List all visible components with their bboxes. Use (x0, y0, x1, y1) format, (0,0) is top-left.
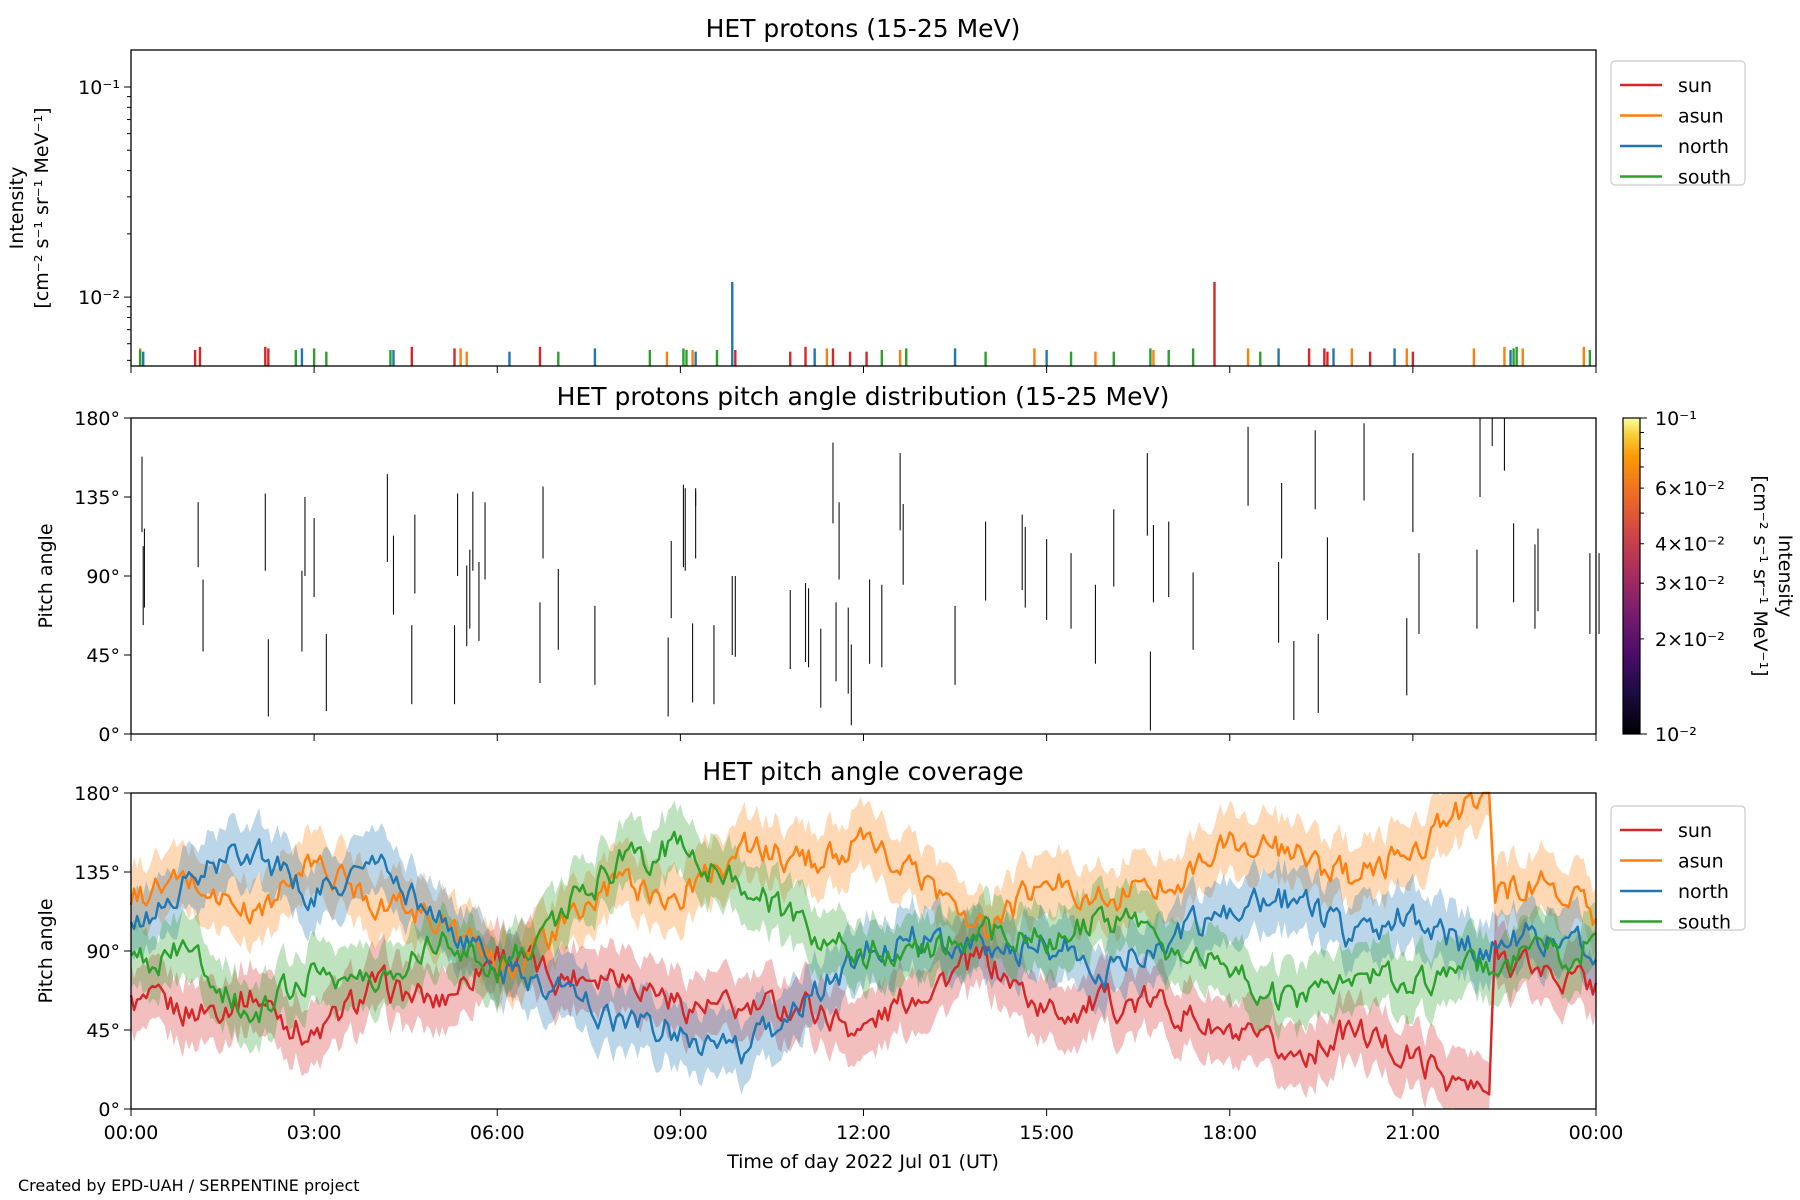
intensity-plot: 10⁻² 10⁻¹ (78, 77, 1597, 373)
y-tick-label: 45° (86, 645, 120, 667)
colorbar-ticks: 10⁻¹ 6×10⁻² 4×10⁻² 3×10⁻² 2×10⁻² 10⁻² (1640, 408, 1725, 746)
south-legend-label: south (1678, 912, 1731, 934)
y-tick-label: 135° (74, 487, 120, 509)
x-tick-label: 18:00 (1202, 1122, 1257, 1144)
south-line (130, 830, 1597, 1024)
south-legend-label: south (1678, 167, 1731, 189)
y-tick-label: 180° (74, 408, 120, 430)
panel2-title: HET protons pitch angle distribution (15… (557, 382, 1170, 411)
x-tick-label: 09:00 (653, 1122, 708, 1144)
pad-plot-frame (130, 417, 1597, 735)
legend-box (1610, 805, 1746, 931)
credit-text: Created by EPD-UAH / SERPENTINE project (18, 1176, 360, 1195)
x-tick-label: 15:00 (1019, 1122, 1074, 1144)
sun-line (129, 940, 1598, 1096)
colorbar-unit: [cm⁻² s⁻¹ sr⁻¹ MeV⁻¹] (1749, 475, 1771, 676)
y-tick-label: 90° (86, 941, 120, 963)
x-tick-label: 06:00 (470, 1122, 525, 1144)
x-tick-label: 12:00 (836, 1122, 891, 1144)
panel1-legend: sun asun north south (1610, 60, 1746, 189)
panel3-ylabel: Pitch angle (35, 898, 57, 1003)
y-tick-label: 180° (74, 783, 120, 805)
south-band (131, 800, 1596, 1054)
y-tick-label: 135° (74, 862, 120, 884)
sun-band (131, 909, 1596, 1109)
y-tick-label: 45° (86, 1020, 120, 1042)
panel2-ylabel: Pitch angle (35, 523, 57, 628)
colorbar-tick-label: 10⁻² (1655, 724, 1697, 746)
x-tick-label: 03:00 (287, 1122, 342, 1144)
panel3-title: HET pitch angle coverage (702, 757, 1023, 786)
legend-box (1610, 60, 1746, 186)
pitch-angle-distribution-plot: 0° 45° 90° 135° 180° (74, 408, 1600, 746)
north-band (131, 807, 1596, 1095)
coverage-plot-frame (130, 792, 1597, 1110)
panel3-legend: sun asun north south (1610, 805, 1746, 934)
colorbar-tick-label: 6×10⁻² (1655, 478, 1725, 500)
colorbar-tick-label: 4×10⁻² (1655, 534, 1725, 556)
colorbar-tick-label: 10⁻¹ (1655, 408, 1697, 430)
panel1-ylabel-line1: Intensity (6, 167, 28, 250)
colorbar (1622, 417, 1641, 735)
colorbar-label: Intensity (1774, 535, 1796, 618)
x-tick-label: 21:00 (1385, 1122, 1440, 1144)
north-legend-label: north (1678, 881, 1729, 903)
sun-legend-label: sun (1678, 75, 1712, 97)
y-tick-label: 0° (98, 1099, 120, 1121)
asun-legend-label: asun (1678, 106, 1724, 128)
y-tick-label: 10⁻¹ (78, 77, 120, 99)
colorbar-tick-label: 2×10⁻² (1655, 629, 1725, 651)
pitch-angle-coverage-plot: 0° 45° 90° 135° 180° 00:00 03:00 06:00 09:00 12:0… (74, 783, 1623, 1144)
y-tick-label: 90° (86, 566, 120, 588)
x-tick-label: 00:00 (104, 1122, 159, 1144)
intensity-plot-frame (130, 49, 1597, 367)
asun-legend-label: asun (1678, 851, 1724, 873)
asun-line (129, 791, 1598, 981)
panel1-title: HET protons (15-25 MeV) (706, 14, 1021, 43)
y-tick-label: 10⁻² (78, 287, 120, 309)
sun-legend-label: sun (1678, 820, 1712, 842)
colorbar-tick-label: 3×10⁻² (1655, 573, 1725, 595)
asun-band (131, 793, 1596, 1012)
x-axis-label: Time of day 2022 Jul 01 (UT) (726, 1151, 999, 1173)
y-tick-label: 0° (98, 724, 120, 746)
north-legend-label: north (1678, 136, 1729, 158)
x-tick-label: 00:00 (1569, 1122, 1624, 1144)
panel1-ylabel-line2: [cm⁻² s⁻¹ sr⁻¹ MeV⁻¹] (31, 107, 53, 308)
